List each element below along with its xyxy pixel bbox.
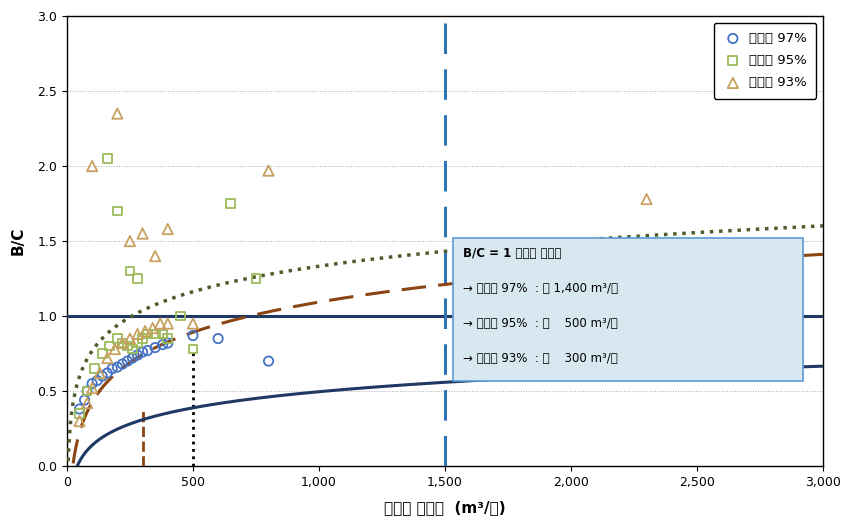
함수율 97% [125,354,139,362]
함수율 93% [130,330,144,338]
함수율 95% [141,330,154,338]
함수율 93% [101,354,114,362]
Text: → 함수율 93%  : 약    300 m³/일: → 함수율 93% : 약 300 m³/일 [463,351,618,365]
함수율 97% [141,346,154,355]
함수율 95% [111,335,124,343]
Text: → 함수율 97%  : 약 1,400 m³/일: → 함수율 97% : 약 1,400 m³/일 [463,282,618,295]
함수율 93% [161,319,175,328]
함수율 95% [653,240,666,248]
Text: → 함수율 95%  : 약    500 m³/일: → 함수율 95% : 약 500 m³/일 [463,317,618,330]
함수율 95% [125,345,139,353]
함수율 95% [124,267,137,275]
함수율 97% [161,339,175,347]
함수율 95% [161,335,175,343]
FancyBboxPatch shape [452,238,803,381]
함수율 95% [103,342,117,350]
함수율 93% [72,417,86,425]
함수율 95% [80,387,94,395]
X-axis label: 슬러지 유입량  (m³/일): 슬러지 유입량 (m³/일) [384,500,506,515]
함수율 93% [153,319,167,328]
함수율 95% [148,330,162,338]
함수율 93% [161,225,175,234]
함수율 93% [80,399,94,407]
함수율 97% [186,331,199,340]
함수율 93% [135,229,149,238]
함수율 95% [116,339,130,347]
함수율 97% [130,351,144,359]
함수율 95% [121,342,135,350]
함수율 93% [640,195,653,203]
함수율 95% [111,207,124,215]
함수율 97% [262,357,275,365]
함수율 95% [224,199,238,208]
함수율 95% [88,365,101,373]
함수율 95% [101,155,114,163]
함수율 93% [124,237,137,245]
함수율 95% [130,339,144,347]
함수율 93% [111,109,124,118]
함수율 95% [95,349,109,358]
함수율 97% [111,363,124,371]
함수율 97% [72,405,86,413]
함수율 95% [476,305,490,313]
함수율 97% [148,343,162,352]
함수율 97% [80,387,94,395]
함수율 97% [78,396,91,404]
함수율 93% [124,335,137,343]
함수율 93% [186,319,199,328]
Y-axis label: B/C: B/C [11,227,26,255]
함수율 95% [174,312,187,320]
함수율 97% [156,340,170,349]
함수율 97% [101,369,114,377]
함수율 93% [148,252,162,260]
함수율 93% [146,324,159,332]
함수율 97% [121,357,135,365]
Legend: 함수율 97%, 함수율 95%, 함수율 93%: 함수율 97%, 함수율 95%, 함수율 93% [714,23,816,99]
함수율 93% [138,327,152,335]
함수율 93% [108,345,122,353]
Text: B/C = 1 슬러지 유입량: B/C = 1 슬러지 유입량 [463,247,561,260]
함수율 93% [116,339,130,347]
함수율 97% [85,379,99,388]
함수율 97% [95,372,109,380]
함수율 93% [93,369,106,377]
함수율 95% [186,345,199,353]
함수율 93% [488,275,502,283]
함수율 95% [135,335,149,343]
함수율 93% [262,166,275,175]
함수율 97% [135,348,149,356]
함수율 97% [90,377,104,385]
함수율 95% [156,330,170,338]
함수율 95% [72,409,86,418]
함수율 97% [488,330,502,338]
함수율 95% [130,275,144,283]
함수율 97% [640,319,653,328]
함수율 95% [249,275,262,283]
함수율 97% [116,360,130,368]
함수율 93% [85,162,99,170]
함수율 93% [85,384,99,392]
함수율 97% [211,335,225,343]
함수율 97% [106,365,119,373]
